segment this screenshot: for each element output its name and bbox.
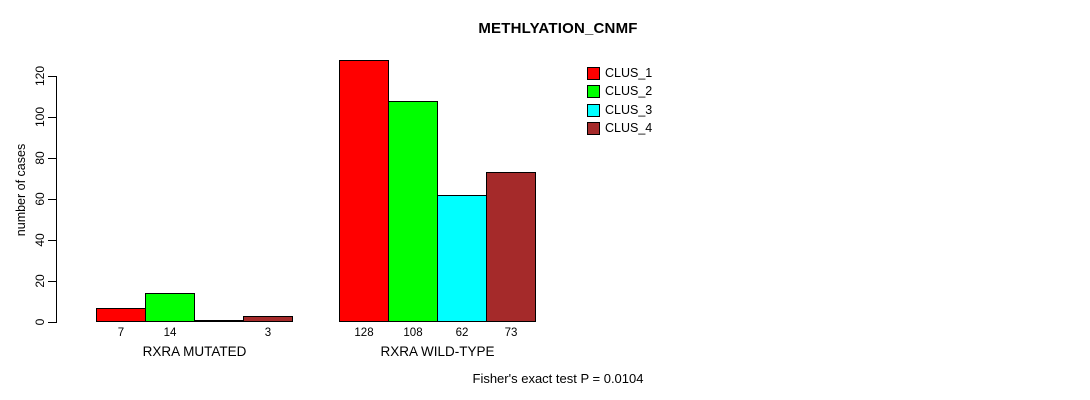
y-axis-tick: [48, 158, 56, 159]
bar-clus-4-rxra-mutated: [243, 316, 293, 322]
y-axis-tick-label: 40: [33, 233, 47, 247]
bar-value-label: 128: [354, 327, 374, 339]
y-axis-tick: [48, 199, 56, 200]
bar-clus-1-rxra-mutated: [96, 308, 146, 322]
legend-item-clus-1: CLUS_1: [587, 66, 652, 80]
y-axis-tick-label: 100: [33, 106, 47, 128]
bar-value-label: 73: [504, 327, 518, 339]
bar-clus-3-rxra-mutated: [194, 320, 244, 322]
y-axis-tick-label: 120: [33, 65, 47, 87]
bar-clus-1-rxra-wild-type: [339, 60, 389, 322]
y-axis-tick-label: 80: [33, 151, 47, 165]
legend-swatch-clus-2: [587, 84, 600, 98]
bar-clus-2-rxra-mutated: [145, 293, 195, 322]
y-axis-tick-label: 60: [33, 192, 47, 206]
bar-value-label: 108: [403, 327, 423, 339]
y-axis-tick: [48, 76, 56, 77]
bar-value-label: 3: [264, 327, 272, 339]
legend-label: CLUS_4: [605, 120, 653, 135]
y-axis-tick-label: 20: [33, 274, 47, 288]
chart-title: METHLYATION_CNMF: [478, 20, 638, 37]
y-axis-tick: [48, 240, 56, 241]
bar-value-label: 7: [117, 327, 125, 339]
bar-value-label: 14: [163, 327, 177, 339]
bar-value-label: 62: [455, 327, 469, 339]
bar-clus-3-rxra-wild-type: [437, 195, 487, 322]
bar-clus-2-rxra-wild-type: [388, 101, 438, 322]
annotation-pvalue: Fisher's exact test P = 0.0104: [472, 371, 644, 386]
legend-swatch-clus-3: [587, 103, 600, 117]
legend-swatch-clus-4: [587, 121, 600, 135]
legend-label: CLUS_1: [605, 65, 653, 80]
y-axis-tick: [48, 322, 56, 323]
y-axis-tick: [48, 117, 56, 118]
y-axis-tick: [48, 281, 56, 282]
legend-item-clus-4: CLUS_4: [587, 121, 652, 135]
legend-label: CLUS_3: [605, 102, 653, 117]
y-axis-title: number of cases: [14, 143, 28, 237]
y-axis-tick-label: 0: [33, 318, 47, 326]
x-axis-group-label: RXRA MUTATED: [142, 344, 247, 359]
legend-item-clus-2: CLUS_2: [587, 84, 652, 98]
x-axis-group-label: RXRA WILD-TYPE: [380, 344, 495, 359]
y-axis-line: [56, 76, 57, 323]
bar-clus-4-rxra-wild-type: [486, 172, 536, 322]
legend-swatch-clus-1: [587, 66, 600, 80]
legend-label: CLUS_2: [605, 83, 653, 98]
legend-item-clus-3: CLUS_3: [587, 103, 652, 117]
